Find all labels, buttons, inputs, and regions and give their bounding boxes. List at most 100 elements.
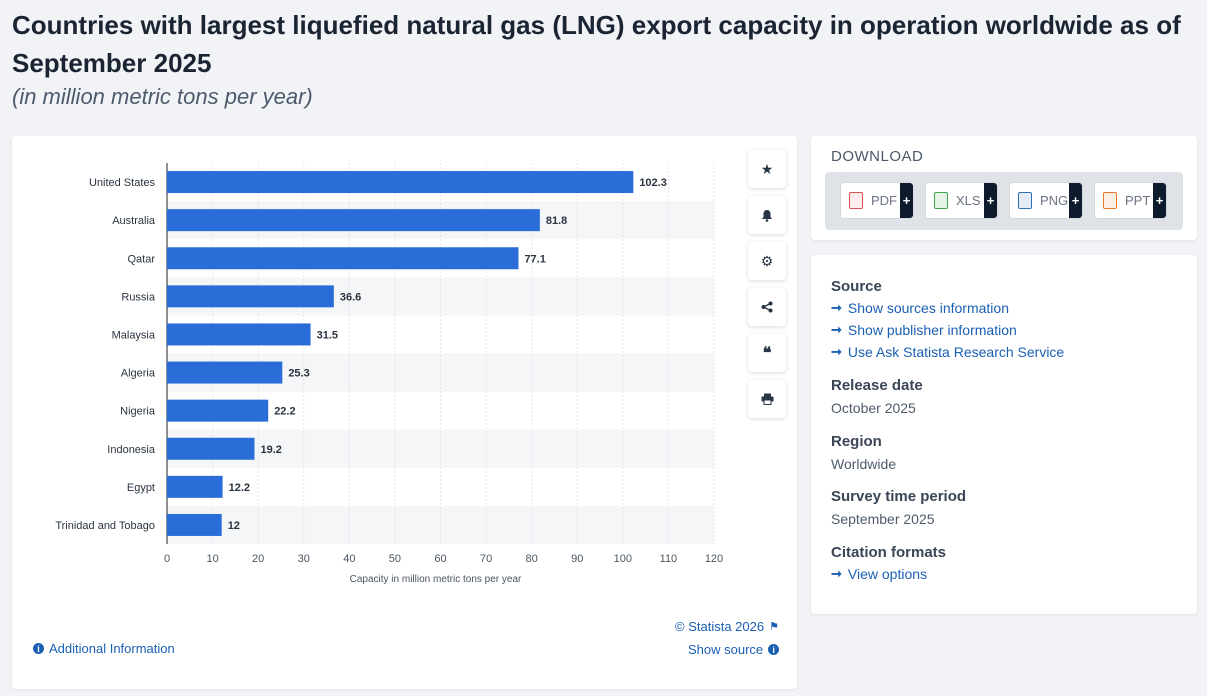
show-publisher-link[interactable]: ➞ Show publisher information <box>831 322 1017 338</box>
gear-icon[interactable]: ⚙ <box>748 242 786 280</box>
show-source-label: Show source <box>688 642 764 657</box>
x-tick-label: 50 <box>389 553 401 565</box>
release-date-value: October 2025 <box>831 400 916 416</box>
flag-icon: ⚑ <box>769 621 779 633</box>
source-heading: Source <box>831 278 882 295</box>
ask-statista-link[interactable]: ➞ Use Ask Statista Research Service <box>831 344 1064 360</box>
x-tick-label: 60 <box>434 553 446 565</box>
arrow-right-icon: ➞ <box>831 344 842 359</box>
arrow-right-icon: ➞ <box>831 566 842 581</box>
citation-heading: Citation formats <box>831 544 947 561</box>
region-heading: Region <box>831 433 882 450</box>
pdf-file-icon <box>849 192 863 209</box>
show-sources-link[interactable]: ➞ Show sources information <box>831 300 1009 316</box>
plus-icon: + <box>1153 183 1166 218</box>
share-icon[interactable] <box>748 288 786 326</box>
ppt-file-icon <box>1103 192 1117 209</box>
ask-statista-label: Use Ask Statista Research Service <box>847 344 1065 360</box>
x-axis-label: Capacity in million metric tons per year <box>350 574 522 585</box>
value-label: 36.6 <box>340 291 361 303</box>
value-label: 19.2 <box>261 444 282 456</box>
survey-period-heading: Survey time period <box>831 488 967 505</box>
value-label: 77.1 <box>524 253 545 265</box>
bell-icon[interactable] <box>748 196 786 234</box>
category-label: Malaysia <box>112 329 156 341</box>
view-options-label: View options <box>847 566 928 582</box>
page-title: Countries with largest liquefied natural… <box>12 10 1181 78</box>
release-date-heading: Release date <box>831 377 923 394</box>
arrow-right-icon: ➞ <box>831 300 842 315</box>
bar <box>167 399 269 422</box>
bar <box>167 361 283 384</box>
png-label: PNG <box>1040 193 1069 208</box>
x-tick-label: 90 <box>571 553 583 565</box>
value-label: 25.3 <box>288 368 309 380</box>
category-label: Trinidad and Tobago <box>55 520 155 532</box>
x-tick-label: 30 <box>298 553 310 565</box>
ppt-label: PPT <box>1125 193 1151 208</box>
bar <box>167 285 334 308</box>
category-label: Australia <box>112 215 156 227</box>
category-label: United States <box>89 177 156 189</box>
bar <box>167 247 519 270</box>
bar-chart: 0 10 20 30 40 50 60 70 80 90 100 110 120 United State… <box>55 163 723 585</box>
bar <box>167 475 223 498</box>
category-label: Nigeria <box>120 406 156 418</box>
quote-icon[interactable]: ❝ <box>748 334 786 372</box>
bar <box>167 437 255 460</box>
download-png-button[interactable]: PNG + <box>1009 182 1083 219</box>
category-label: Egypt <box>127 482 155 494</box>
copyright-text: © Statista 2026 <box>675 619 765 634</box>
xls-label: XLS <box>956 193 981 208</box>
download-ppt-button[interactable]: PPT + <box>1094 182 1167 219</box>
download-xls-button[interactable]: XLS + <box>925 182 998 219</box>
value-label: 31.5 <box>317 329 338 341</box>
bar <box>167 323 311 346</box>
arrow-right-icon: ➞ <box>831 322 842 337</box>
category-label: Russia <box>121 291 156 303</box>
x-tick-label: 0 <box>164 553 170 565</box>
info-card: Source ➞ Show sources information ➞ Show… <box>811 255 1197 614</box>
x-tick-label: 80 <box>526 553 538 565</box>
plus-icon: + <box>984 183 997 218</box>
download-card: DOWNLOAD PDF + XLS + PNG + PPT + <box>811 136 1197 240</box>
page-subtitle: (in million metric tons per year) <box>12 84 313 109</box>
pdf-label: PDF <box>871 193 897 208</box>
star-icon[interactable]: ★ <box>748 150 786 188</box>
chart-card: 0 10 20 30 40 50 60 70 80 90 100 110 120 United State… <box>12 136 797 689</box>
info-icon: i <box>33 643 44 654</box>
x-tick-label: 40 <box>343 553 355 565</box>
statista-copyright[interactable]: © Statista 2026 ⚑ <box>675 619 779 634</box>
info-icon: i <box>768 644 780 655</box>
xls-file-icon <box>934 192 948 209</box>
bar <box>167 209 540 232</box>
category-label: Indonesia <box>107 444 156 456</box>
view-options-link[interactable]: ➞ View options <box>831 566 927 582</box>
x-tick-label: 70 <box>480 553 492 565</box>
x-tick-label: 10 <box>206 553 218 565</box>
region-value: Worldwide <box>831 456 897 472</box>
bar <box>167 171 634 194</box>
download-title: DOWNLOAD <box>831 148 924 165</box>
value-label: 102.3 <box>639 177 667 189</box>
category-label: Algeria <box>121 368 156 380</box>
plus-icon: + <box>1069 183 1082 218</box>
print-icon[interactable] <box>748 380 786 418</box>
bar <box>167 513 222 536</box>
value-label: 12.2 <box>229 482 250 494</box>
category-label: Qatar <box>127 253 155 265</box>
show-source-link[interactable]: Show source i <box>688 642 780 657</box>
additional-info-label: Additional Information <box>49 641 175 656</box>
download-pdf-button[interactable]: PDF + <box>840 182 914 219</box>
x-tick-label: 120 <box>705 553 723 565</box>
show-publisher-label: Show publisher information <box>847 322 1017 338</box>
plus-icon: + <box>900 183 913 218</box>
x-tick-label: 100 <box>614 553 632 565</box>
show-sources-label: Show sources information <box>847 300 1009 316</box>
x-tick-label: 20 <box>252 553 264 565</box>
download-buttons: PDF + XLS + PNG + PPT + <box>825 172 1183 230</box>
value-label: 12 <box>228 520 240 532</box>
value-label: 81.8 <box>546 215 567 227</box>
x-tick-label: 110 <box>660 553 678 565</box>
additional-info-link[interactable]: i Additional Information <box>33 641 175 656</box>
